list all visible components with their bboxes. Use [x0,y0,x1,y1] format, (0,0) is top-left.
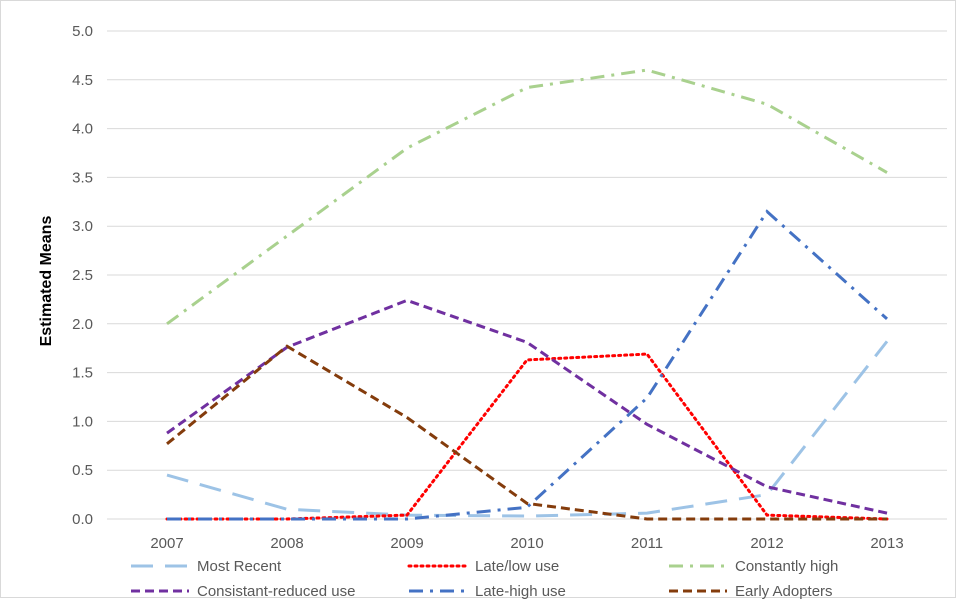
y-tick-label: 0.0 [72,511,93,528]
series-line-6 [166,344,887,521]
y-tick-label: 4.0 [72,121,93,138]
series-line-1 [166,340,889,518]
legend-label: Constantly high [735,558,838,575]
series-line-2 [165,352,889,521]
y-tick-label: 3.5 [72,169,93,186]
legend-label: Consistant-reduced use [197,583,355,599]
y-tick-label: 4.5 [72,72,93,89]
x-tick-label: 2011 [631,535,663,552]
y-tick-labels: 0.0 0.5 1.0 1.5 2.0 2.5 3.0 3.5 4.0 4.5 5.0 [72,23,93,528]
gridlines [107,30,947,520]
series-lines [165,68,889,521]
x-tick-label: 2009 [390,535,423,552]
legend-label: Most Recent [197,558,282,575]
x-tick-labels: 2007 2008 2009 2010 2011 2012 2013 [150,535,903,552]
x-tick-label: 2012 [750,535,783,552]
x-tick-label: 2013 [870,535,903,552]
legend-label: Early Adopters [735,583,833,599]
y-tick-label: 2.0 [72,316,93,333]
y-axis-label: Estimated Means [38,216,55,347]
x-tick-label: 2007 [150,535,183,552]
x-tick-label: 2008 [270,535,303,552]
legend-label: Late/low use [475,558,559,575]
y-tick-label: 3.0 [72,218,93,235]
series-line-3 [166,68,888,326]
legend: Most Recent Late/low use Constantly high Co… [131,558,838,599]
legend-label: Late-high use [475,583,566,599]
series-line-5 [167,209,889,521]
y-tick-label: 1.0 [72,413,93,430]
y-tick-label: 5.0 [72,23,93,40]
x-tick-label: 2010 [510,535,543,552]
y-tick-label: 2.5 [72,267,93,284]
y-tick-label: 1.5 [72,365,93,382]
y-tick-label: 0.5 [72,462,93,479]
